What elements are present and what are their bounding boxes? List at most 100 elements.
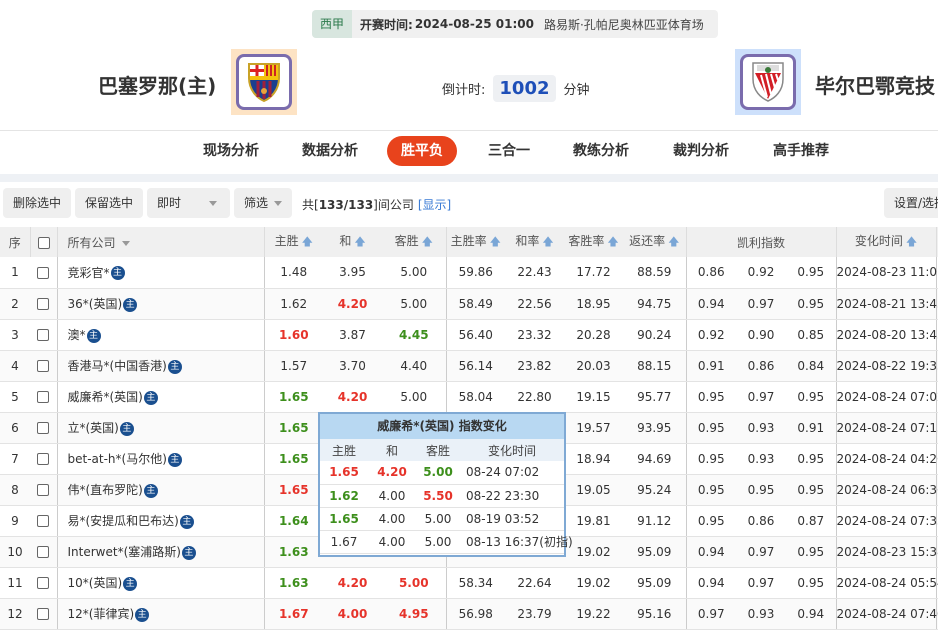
row-checkbox[interactable] (30, 567, 57, 599)
away-rate: 19.02 (564, 567, 623, 599)
row-end (936, 381, 938, 413)
company-name[interactable]: 12*(菲律宾) (67, 607, 135, 621)
company-name[interactable]: 威廉希*(英国) (67, 390, 143, 404)
tab-data-analysis[interactable]: 数据分析 (302, 143, 358, 159)
col-draw-rate[interactable]: 和率 🡅 (505, 227, 564, 257)
main-badge-icon: 主 (181, 545, 196, 560)
tab-referee-analysis[interactable]: 裁判分析 (673, 143, 729, 159)
row-number: 2 (0, 288, 30, 320)
kelly-value: 0.86 (736, 505, 786, 537)
main-badge-icon: 主 (110, 266, 125, 281)
odds-home: 1.67 (263, 598, 323, 630)
draw-rate: 22.56 (505, 288, 564, 320)
kelly-value: 0.95 (786, 288, 837, 320)
table-row[interactable]: 11 10*(英国) 主 1.63 4.20 5.00 58.34 22.64 19.02 95.… (0, 567, 938, 599)
row-checkbox[interactable] (30, 536, 57, 568)
odds-away: 4.95 (382, 598, 446, 630)
odds-home: 1.64 (263, 505, 323, 537)
company-name[interactable]: 10*(英国) (67, 576, 123, 590)
kelly-value: 0.95 (736, 474, 786, 506)
table-row[interactable]: 5 威廉希*(英国) 主 1.65 4.20 5.00 58.04 22.80 19.15 95.… (0, 381, 938, 413)
row-checkbox[interactable] (30, 257, 57, 289)
table-row[interactable]: 12 12*(菲律宾) 主 1.67 4.00 4.95 56.98 23.79 19.22 95… (0, 598, 938, 630)
odds-home: 1.57 (263, 350, 323, 382)
kelly-value: 0.91 (685, 350, 736, 382)
row-checkbox[interactable] (30, 319, 57, 351)
delete-selected-button[interactable]: 删除选中 (3, 188, 72, 218)
row-checkbox[interactable] (30, 474, 57, 506)
tooltip-time: 08-22 23:30 (460, 484, 564, 508)
kelly-value: 0.94 (685, 567, 736, 599)
row-end (936, 505, 938, 537)
home-team-name[interactable]: 巴塞罗那(主) (98, 74, 217, 98)
tab-coach-analysis[interactable]: 教练分析 (573, 143, 629, 159)
col-away[interactable]: 客胜 🡅 (382, 227, 447, 257)
away-rate: 19.15 (564, 381, 623, 413)
company-name[interactable]: 易*(安提瓜和巴布达) (67, 514, 179, 528)
tab-win-draw-loss[interactable]: 胜平负 (387, 136, 457, 166)
company-name[interactable]: 竞彩官* (67, 265, 110, 280)
col-change-time[interactable]: 变化时间 🡅 (836, 227, 937, 257)
table-row[interactable]: 3 澳* 主 1.60 3.87 4.45 56.40 23.32 20.28 90.24 0.92… (0, 319, 938, 351)
return-rate: 88.59 (623, 257, 686, 289)
row-checkbox[interactable] (30, 505, 57, 537)
odds-home: 1.65 (263, 443, 323, 475)
company-cell: 36*(英国) 主 (56, 288, 264, 320)
company-name[interactable]: Interwet*(塞浦路斯) (67, 545, 181, 559)
company-cell: 易*(安提瓜和巴布达) 主 (56, 505, 264, 537)
company-name[interactable]: 立*(英国) (67, 421, 119, 435)
col-home-rate[interactable]: 主胜率 🡅 (446, 227, 505, 257)
kelly-value: 0.92 (685, 319, 736, 351)
show-link[interactable]: [显示] (417, 198, 452, 212)
away-rate: 19.02 (564, 536, 623, 568)
company-name[interactable]: 伟*(直布罗陀) (67, 483, 143, 497)
row-end (936, 474, 938, 506)
col-away-rate[interactable]: 客胜率 🡅 (564, 227, 623, 257)
kelly-value: 0.95 (685, 443, 736, 475)
company-name[interactable]: 香港马*(中国香港) (67, 359, 167, 373)
row-checkbox[interactable] (30, 412, 57, 444)
tab-expert-picks[interactable]: 高手推荐 (773, 143, 829, 159)
kelly-value: 0.90 (736, 319, 786, 351)
league-badge[interactable]: 西甲 (312, 10, 353, 38)
away-team-name[interactable]: 毕尔巴鄂竞技 (815, 74, 935, 98)
settings-button[interactable]: 设置/选择 (884, 188, 938, 218)
tooltip-time: 08-24 07:02 (460, 461, 564, 485)
row-number: 7 (0, 443, 30, 475)
keep-selected-button[interactable]: 保留选中 (75, 188, 144, 218)
table-row[interactable]: 4 香港马*(中国香港) 主 1.57 3.70 4.40 56.14 23.82 20.03 8… (0, 350, 938, 382)
kelly-value: 0.95 (786, 381, 837, 413)
row-number: 8 (0, 474, 30, 506)
draw-rate: 23.32 (505, 319, 564, 351)
row-checkbox[interactable] (30, 288, 57, 320)
row-checkbox[interactable] (30, 350, 57, 382)
col-draw[interactable]: 和 🡅 (323, 227, 382, 257)
chevron-down-icon (209, 201, 218, 206)
col-company[interactable]: 所有公司 (57, 227, 265, 257)
table-row[interactable]: 1 竞彩官* 主 1.48 3.95 5.00 59.86 22.43 17.72 88.59 0.… (0, 257, 938, 289)
row-checkbox[interactable] (30, 598, 57, 630)
col-home[interactable]: 主胜 🡅 (263, 227, 323, 257)
col-return-rate[interactable]: 返还率 🡅 (623, 227, 687, 257)
filter-dropdown[interactable]: 筛选 (234, 188, 293, 218)
company-name[interactable]: bet-at-h*(马尔他) (67, 452, 167, 466)
company-cell: 澳* 主 (56, 319, 264, 351)
tooltip-odds: 4.00 (368, 530, 416, 554)
tab-onsite-analysis[interactable]: 现场分析 (203, 143, 259, 159)
away-team-logo[interactable] (735, 49, 801, 115)
row-checkbox[interactable] (30, 381, 57, 413)
row-checkbox[interactable] (30, 443, 57, 475)
odds-draw: 3.95 (323, 257, 382, 289)
table-row[interactable]: 2 36*(英国) 主 1.62 4.20 5.00 58.49 22.56 18.95 94.7… (0, 288, 938, 320)
mode-select[interactable]: 即时 (147, 188, 230, 218)
return-rate: 93.95 (623, 412, 686, 444)
col-kelly: 凯利指数 (686, 227, 837, 257)
away-rate: 19.22 (564, 598, 623, 630)
home-team-logo[interactable] (231, 49, 297, 115)
tab-three-in-one[interactable]: 三合一 (488, 143, 530, 159)
company-name[interactable]: 澳* (67, 328, 86, 342)
kelly-value: 0.95 (786, 474, 837, 506)
company-name[interactable]: 36*(英国) (67, 297, 123, 311)
section-divider (0, 174, 938, 182)
select-all-checkbox[interactable] (30, 227, 58, 257)
